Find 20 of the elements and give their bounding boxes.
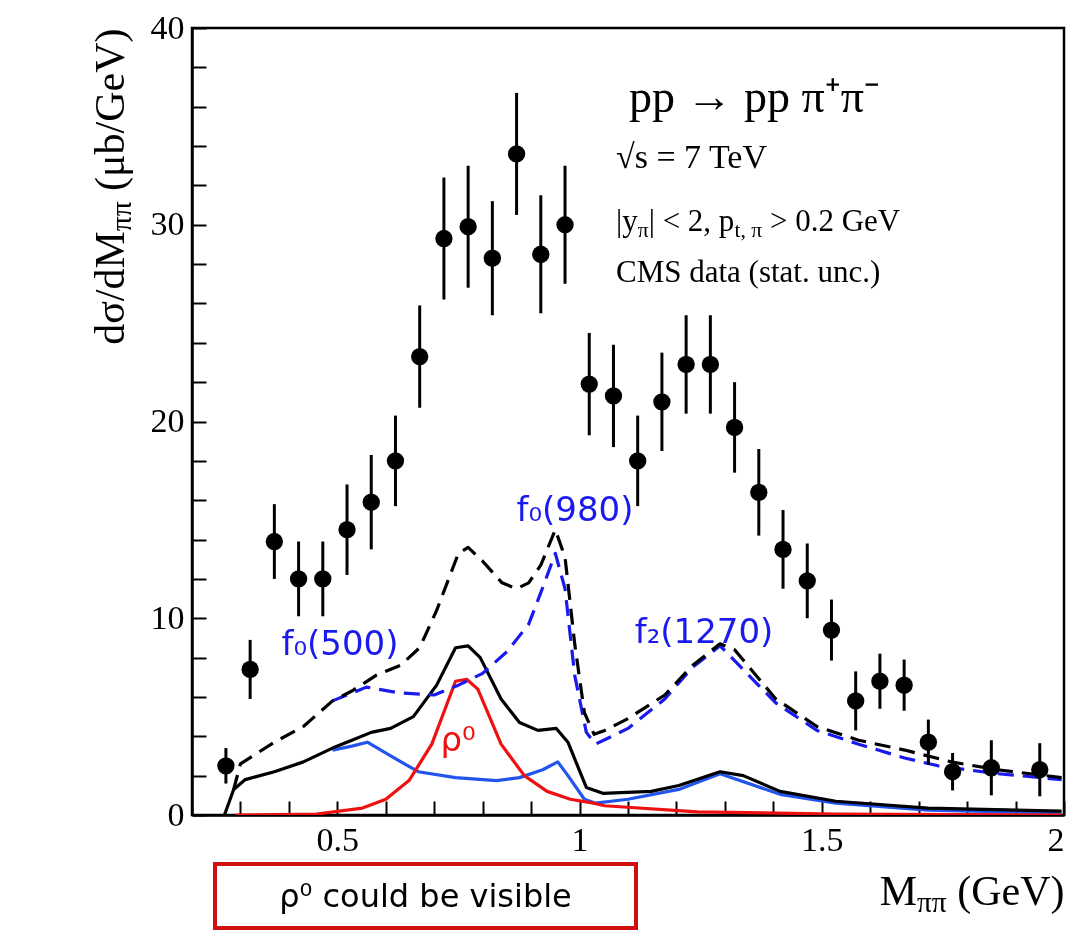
outline-box: ρ⁰ could be visible <box>213 862 638 930</box>
x-axis-title: M$_{ππ}$ (GeV) <box>879 867 1065 918</box>
annotation: pp → pp π⁺π⁻ <box>629 71 880 122</box>
y-tick-label: 20 <box>150 402 185 439</box>
annotation: CMS data (stat. unc.) <box>616 254 881 289</box>
annotation: √s = 7 TeV <box>616 138 768 175</box>
x-tick-label: 1 <box>571 820 589 858</box>
y-tick-label: 30 <box>150 205 185 243</box>
x-tick-label: 2 <box>1047 820 1065 858</box>
annotation: ρ⁰ <box>440 719 476 759</box>
annotation: |y$_{π}$| < 2, p$_{t, π}$ > 0.2 GeV <box>616 203 901 242</box>
annotation: f₀(500) <box>281 623 399 663</box>
y-tick-label: 10 <box>150 598 185 636</box>
x-tick-label: 0.5 <box>316 820 360 858</box>
annotation: f₀(980) <box>516 489 634 529</box>
annotation: f₂(1270) <box>634 611 774 651</box>
line-series <box>234 677 1064 815</box>
y-tick-label: 0 <box>167 795 185 833</box>
y-tick-label: 40 <box>150 8 185 46</box>
x-tick-label: 1.5 <box>801 820 844 858</box>
